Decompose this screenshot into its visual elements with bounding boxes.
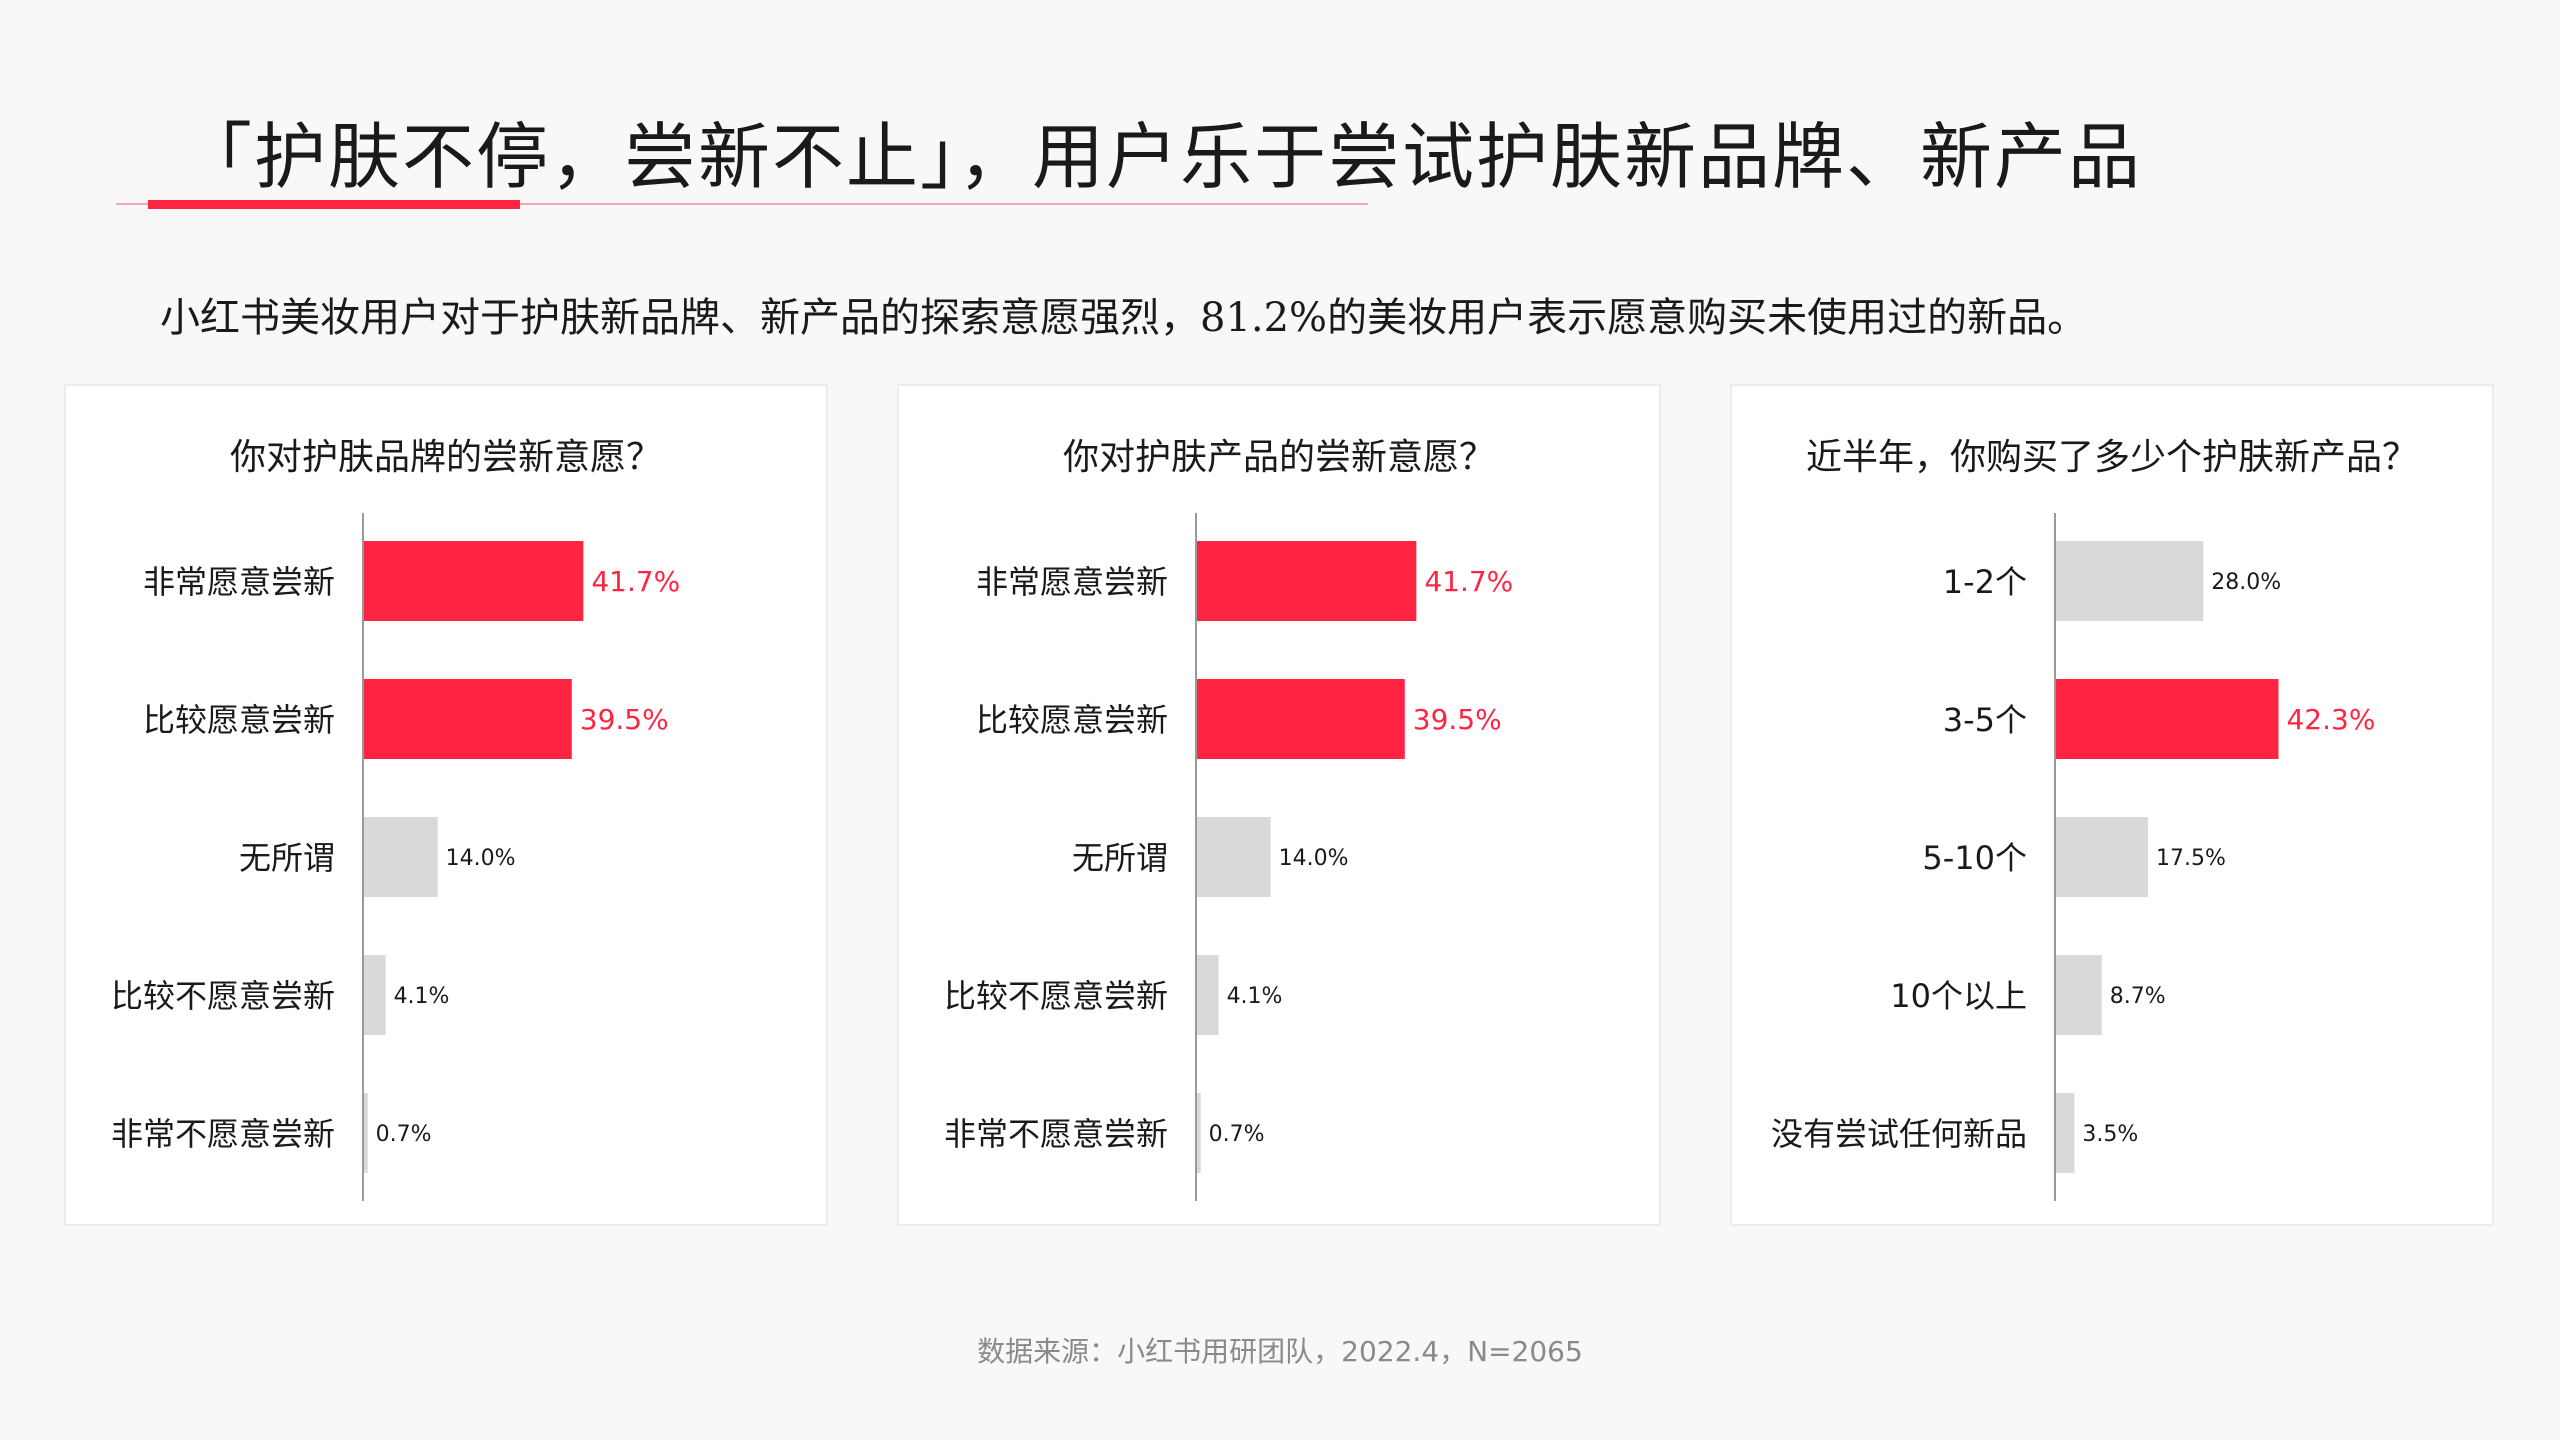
value-label: 4.1% <box>1227 984 1283 1009</box>
value-label: 39.5% <box>1413 703 1502 736</box>
category-label: 无所谓 <box>1072 839 1168 877</box>
bar <box>2056 679 2279 759</box>
category-label: 10个以上 <box>1890 977 2027 1015</box>
bar-chart-purchase: 1-2个 28.0% 3-5个 42.3% 5-10个 17.5% 10个以上 8.7% 没有尝… <box>1771 513 2375 1201</box>
bar <box>364 541 584 621</box>
chart-title: 你对护肤产品的尝新意愿？ <box>1062 437 1495 478</box>
category-label: 无所谓 <box>239 839 335 877</box>
value-label: 14.0% <box>446 846 516 871</box>
chart-title: 近半年，你购买了多少个护肤新产品？ <box>1805 437 2418 478</box>
value-label: 41.7% <box>591 565 680 598</box>
category-label: 非常不愿意尝新 <box>111 1115 335 1153</box>
bar <box>2056 541 2204 621</box>
category-label: 3-5个 <box>1943 701 2027 739</box>
category-label: 没有尝试任何新品 <box>1771 1115 2027 1153</box>
bar <box>364 817 438 897</box>
bar <box>1197 1093 1201 1173</box>
chart-title: 你对护肤品牌的尝新意愿？ <box>229 437 662 478</box>
value-label: 28.0% <box>2211 570 2281 595</box>
bar-chart-brand: 非常愿意尝新 41.7% 比较愿意尝新 39.5% 无所谓 14.0% 比较不愿意尝新 4.1… <box>111 513 680 1201</box>
value-label: 3.5% <box>2082 1122 2138 1147</box>
bar <box>1197 817 1271 897</box>
data-source: 数据来源：小红书用研团队，2022.4，N=2065 <box>977 1335 1583 1368</box>
bar <box>2056 1093 2075 1173</box>
chart-panel-brand: 你对护肤品牌的尝新意愿？ 非常愿意尝新 41.7% 比较愿意尝新 39.5% 无所谓 14… <box>64 384 828 1226</box>
value-label: 17.5% <box>2156 846 2226 871</box>
value-label: 39.5% <box>580 703 669 736</box>
bar <box>364 955 386 1035</box>
chart-panel-product: 你对护肤产品的尝新意愿？ 非常愿意尝新 41.7% 比较愿意尝新 39.5% 无所谓 14… <box>897 384 1661 1226</box>
value-label: 8.7% <box>2110 984 2166 1009</box>
value-label: 4.1% <box>394 984 450 1009</box>
chart-panel-purchase: 近半年，你购买了多少个护肤新产品？ 1-2个 28.0% 3-5个 42.3% 5-10… <box>1730 384 2494 1226</box>
category-label: 5-10个 <box>1922 839 2027 877</box>
category-label: 比较不愿意尝新 <box>111 977 335 1015</box>
bar <box>1197 679 1405 759</box>
page-subtitle: 小红书美妆用户对于护肤新品牌、新产品的探索意愿强烈，81.2%的美妆用户表示愿意… <box>160 295 2088 341</box>
category-label: 比较愿意尝新 <box>976 701 1168 739</box>
bar <box>1197 955 1219 1035</box>
category-label: 1-2个 <box>1943 563 2027 601</box>
bar <box>2056 817 2149 897</box>
bar <box>364 1093 368 1173</box>
title-accent-bar <box>148 200 520 209</box>
bar <box>1197 541 1417 621</box>
bar <box>2056 955 2102 1035</box>
category-label: 非常愿意尝新 <box>976 563 1168 601</box>
bar-chart-product: 非常愿意尝新 41.7% 比较愿意尝新 39.5% 无所谓 14.0% 比较不愿意尝新 4.1… <box>944 513 1513 1201</box>
title-underline <box>116 203 1368 205</box>
bar <box>364 679 572 759</box>
value-label: 42.3% <box>2286 703 2375 736</box>
category-label: 非常不愿意尝新 <box>944 1115 1168 1153</box>
page-title: 「护肤不停，尝新不止」，用户乐于尝试护肤新品牌、新产品 <box>180 115 2143 199</box>
category-label: 非常愿意尝新 <box>143 563 335 601</box>
value-label: 0.7% <box>376 1122 432 1147</box>
value-label: 0.7% <box>1209 1122 1265 1147</box>
value-label: 14.0% <box>1279 846 1349 871</box>
category-label: 比较不愿意尝新 <box>944 977 1168 1015</box>
value-label: 41.7% <box>1424 565 1513 598</box>
category-label: 比较愿意尝新 <box>143 701 335 739</box>
